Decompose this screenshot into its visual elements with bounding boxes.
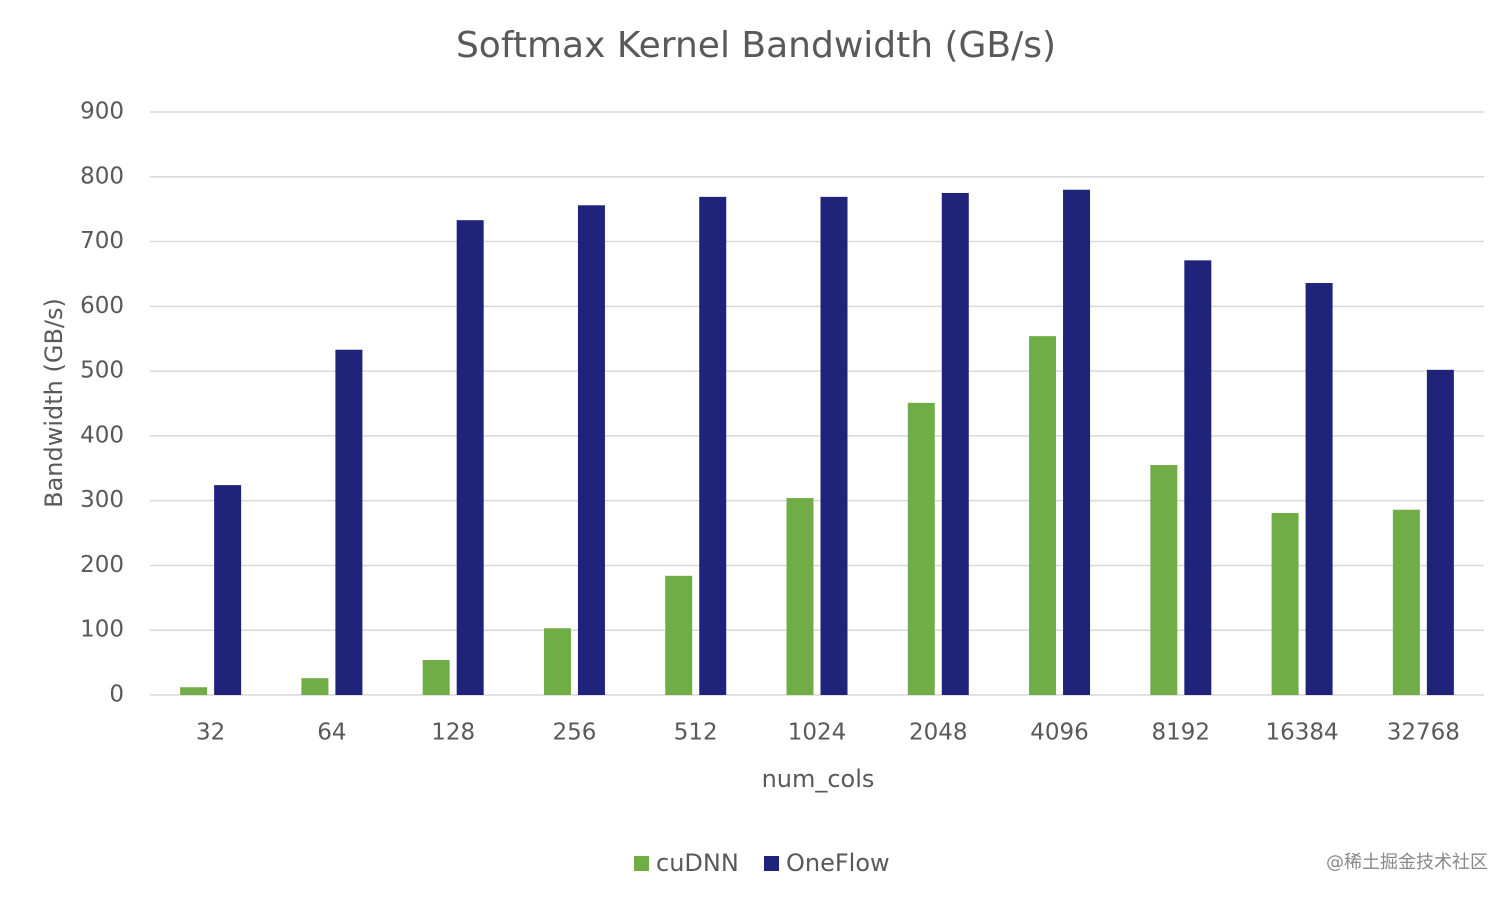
- bar: [907, 402, 935, 695]
- legend-swatch: [634, 856, 649, 871]
- y-tick-label: 400: [80, 422, 124, 448]
- bar: [1426, 369, 1454, 695]
- x-tick-label: 16384: [1266, 720, 1339, 746]
- y-axis-label: Bandwidth (GB/s): [40, 298, 68, 508]
- x-tick-label: 1024: [788, 720, 847, 746]
- y-tick-label: 800: [80, 163, 124, 189]
- x-tick-label: 2048: [909, 720, 968, 746]
- legend-swatch: [764, 856, 779, 871]
- y-tick-label: 500: [80, 358, 124, 384]
- x-axis-label: num_cols: [762, 765, 875, 793]
- bar: [456, 220, 484, 695]
- bar: [1271, 512, 1299, 695]
- legend-label: OneFlow: [786, 849, 890, 877]
- y-tick-label: 0: [109, 682, 124, 708]
- bar: [1392, 509, 1420, 695]
- bar: [301, 678, 329, 695]
- legend-label: cuDNN: [656, 849, 739, 877]
- y-tick-label: 700: [80, 228, 124, 254]
- y-tick-label: 100: [80, 617, 124, 643]
- bar: [1150, 465, 1178, 695]
- x-tick-label: 128: [431, 720, 475, 746]
- bar: [577, 205, 605, 695]
- x-tick-label: 4096: [1030, 720, 1089, 746]
- bar: [665, 575, 693, 695]
- x-tick-label: 32: [196, 720, 225, 746]
- bar: [699, 196, 727, 695]
- bar: [1184, 260, 1212, 695]
- chart-title: Softmax Kernel Bandwidth (GB/s): [456, 25, 1056, 66]
- y-tick-label: 900: [80, 99, 124, 125]
- y-tick-label: 200: [80, 552, 124, 578]
- watermark: @稀土掘金技术社区: [1326, 852, 1488, 873]
- x-tick-label: 32768: [1387, 720, 1460, 746]
- bar: [941, 192, 969, 695]
- x-tick-label: 256: [553, 720, 597, 746]
- bar: [820, 196, 848, 695]
- y-tick-label: 300: [80, 487, 124, 513]
- x-tick-label: 64: [317, 720, 346, 746]
- bar: [214, 485, 242, 695]
- x-tick-label: 8192: [1152, 720, 1211, 746]
- bar: [786, 498, 814, 695]
- bar: [1305, 283, 1333, 695]
- bar: [180, 687, 208, 695]
- x-tick-label: 512: [674, 720, 718, 746]
- bar: [1029, 336, 1057, 695]
- y-tick-label: 600: [80, 293, 124, 319]
- bar: [335, 349, 363, 695]
- bar: [543, 628, 571, 695]
- bar: [1063, 189, 1091, 695]
- bar: [422, 660, 450, 695]
